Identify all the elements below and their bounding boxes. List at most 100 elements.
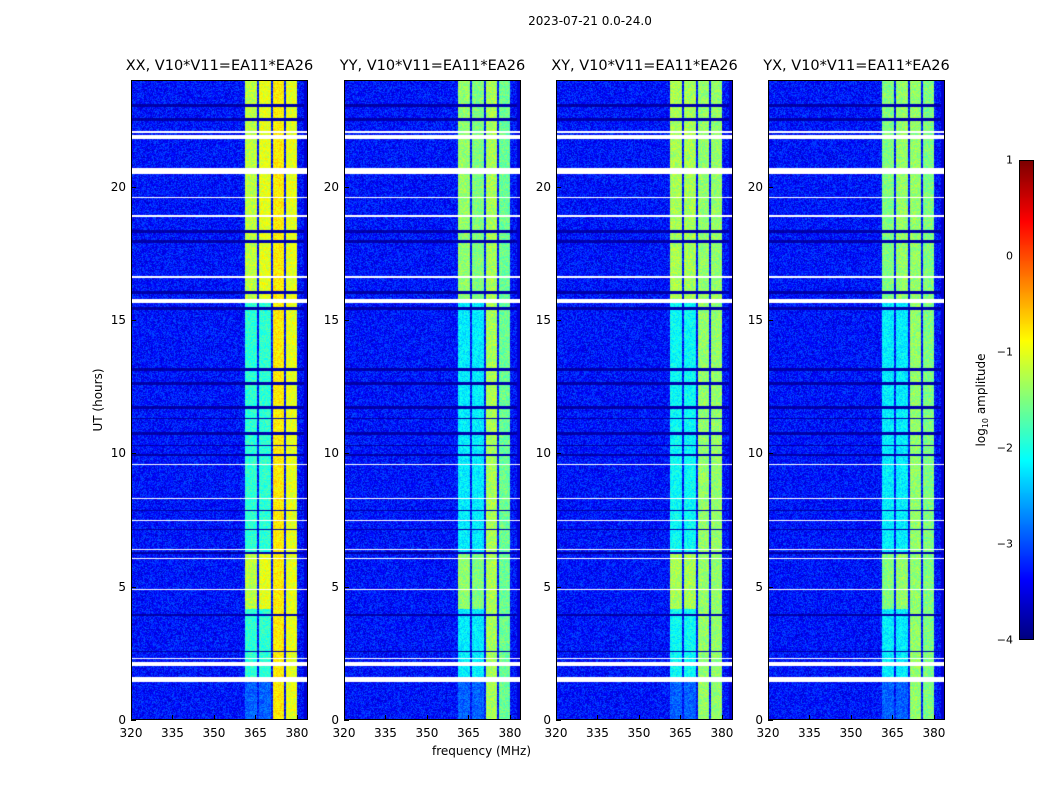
panel-title: YX, V10*V11=EA11*EA26 xyxy=(763,58,950,74)
y-tick-label: 15 xyxy=(110,313,126,327)
x-tick-label: 350 xyxy=(202,726,226,740)
x-tick-mark xyxy=(809,715,811,720)
x-tick-label: 320 xyxy=(332,726,356,740)
y-tick-label: 5 xyxy=(755,579,763,594)
y-tick-label: 0 xyxy=(118,713,126,727)
y-tick-mark xyxy=(768,453,773,455)
x-tick-label: 380 xyxy=(922,726,946,740)
heatmap-image xyxy=(768,80,945,720)
y-tick-mark xyxy=(344,186,349,188)
x-tick-mark xyxy=(680,715,682,720)
panel-title: YY, V10*V11=EA11*EA26 xyxy=(339,58,526,74)
x-tick-mark xyxy=(426,715,428,720)
figure-title: 2023-07-21 0.0-24.0 xyxy=(528,14,652,28)
y-tick-mark xyxy=(556,720,561,721)
x-tick-mark xyxy=(344,715,345,720)
x-tick-mark xyxy=(933,715,935,720)
colorbar-tick-label: −3 xyxy=(996,537,1013,551)
heatmap-image xyxy=(131,80,308,720)
heatmap-panel-3: XY, V10*V11=EA11*EA26 320 335 350 365 380 0 5 10… xyxy=(536,58,738,740)
heatmap-image xyxy=(344,80,521,720)
y-tick-label: 0 xyxy=(543,713,551,727)
x-tick-label: 365 xyxy=(669,726,692,740)
heatmap-image xyxy=(556,80,733,720)
x-tick-mark xyxy=(213,715,215,720)
y-tick-label: 20 xyxy=(747,179,763,194)
y-tick-label: 20 xyxy=(535,179,551,194)
x-tick-label: 350 xyxy=(415,726,439,740)
axes-frame xyxy=(556,80,733,720)
y-tick-mark xyxy=(768,186,773,188)
y-tick-label: 10 xyxy=(535,446,551,461)
x-tick-label: 380 xyxy=(498,726,522,740)
x-tick-mark xyxy=(638,715,640,720)
heatmap-panel-1: XX, V10*V11=EA11*EA26 320 335 350 365 380 0 5 10… xyxy=(111,58,314,740)
y-tick-mark xyxy=(131,320,136,321)
y-tick-label: 0 xyxy=(755,713,763,727)
colorbar xyxy=(1019,160,1034,640)
colorbar-label: log10 amplitude xyxy=(973,353,991,447)
y-tick-mark xyxy=(556,586,561,588)
x-tick-mark xyxy=(850,715,852,720)
y-tick-mark xyxy=(131,586,136,588)
x-tick-label: 335 xyxy=(161,726,184,740)
x-tick-label: 350 xyxy=(627,726,651,740)
colorbar-tick-label: 0 xyxy=(1006,249,1013,263)
y-tick-mark xyxy=(768,586,773,588)
x-tick-mark xyxy=(131,715,132,720)
x-tick-label: 320 xyxy=(544,726,568,740)
y-tick-label: 20 xyxy=(110,179,126,194)
axes-frame xyxy=(131,80,308,720)
y-tick-mark xyxy=(131,186,136,188)
y-tick-mark xyxy=(344,586,349,588)
x-tick-label: 380 xyxy=(710,726,734,740)
y-tick-mark xyxy=(131,453,136,455)
x-tick-label: 365 xyxy=(881,726,904,740)
x-tick-mark xyxy=(296,715,298,720)
x-tick-label: 335 xyxy=(798,726,821,740)
y-tick-mark xyxy=(768,720,773,721)
y-tick-label: 15 xyxy=(323,313,339,327)
x-axis-label: frequency (MHz) xyxy=(432,744,532,758)
y-tick-label: 10 xyxy=(323,446,339,461)
colorbar-tick-label: 1 xyxy=(1006,153,1013,167)
y-tick-mark xyxy=(556,320,561,321)
y-tick-label: 5 xyxy=(118,579,126,594)
x-tick-mark xyxy=(468,715,470,720)
y-tick-mark xyxy=(344,720,349,721)
x-tick-label: 380 xyxy=(285,726,309,740)
y-tick-label: 10 xyxy=(110,446,126,461)
x-tick-label: 365 xyxy=(244,726,267,740)
x-tick-mark xyxy=(556,715,557,720)
colorbar-tick-label: −2 xyxy=(996,441,1013,455)
x-tick-mark xyxy=(892,715,894,720)
y-tick-label: 0 xyxy=(331,713,339,727)
heatmap-panel-2: YY, V10*V11=EA11*EA26 320 335 350 365 380 0 5 10… xyxy=(324,58,525,740)
y-tick-mark xyxy=(344,453,349,455)
x-tick-label: 350 xyxy=(839,726,863,740)
x-tick-label: 365 xyxy=(457,726,480,740)
y-tick-mark xyxy=(131,720,136,721)
x-tick-mark xyxy=(172,715,174,720)
x-tick-mark xyxy=(509,715,511,720)
x-tick-label: 320 xyxy=(756,726,780,740)
y-tick-label: 5 xyxy=(543,579,551,594)
heatmap-panel-4: YX, V10*V11=EA11*EA26 320 335 350 365 380 0 5 10… xyxy=(748,58,950,740)
x-tick-mark xyxy=(768,715,769,720)
x-tick-mark xyxy=(721,715,723,720)
y-tick-mark xyxy=(556,453,561,455)
y-tick-mark xyxy=(344,320,349,321)
y-tick-label: 15 xyxy=(747,313,763,327)
x-tick-mark xyxy=(597,715,599,720)
y-tick-label: 20 xyxy=(323,179,339,194)
x-tick-label: 320 xyxy=(119,726,143,740)
x-tick-label: 335 xyxy=(586,726,609,740)
panel-title: XX, V10*V11=EA11*EA26 xyxy=(125,58,314,74)
x-tick-mark xyxy=(385,715,387,720)
y-tick-label: 15 xyxy=(535,313,551,327)
axes-frame xyxy=(768,80,945,720)
colorbar-tick-label: −4 xyxy=(996,633,1013,647)
x-tick-mark xyxy=(255,715,257,720)
colorbar-tick-label: −1 xyxy=(996,345,1013,359)
